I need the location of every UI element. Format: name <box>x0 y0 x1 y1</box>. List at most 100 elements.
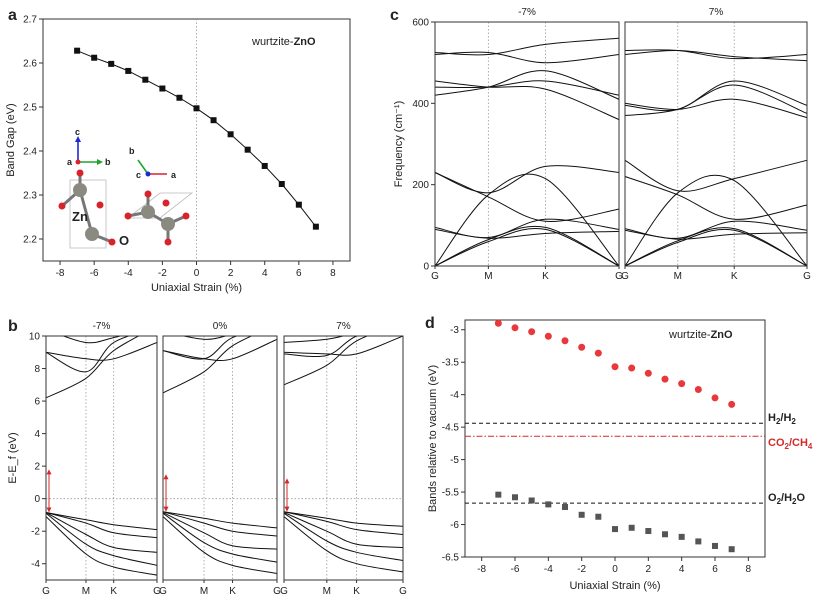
x-tick-label: -4 <box>124 268 133 279</box>
band-line <box>163 511 277 529</box>
o-atom <box>164 238 172 246</box>
y-tick-label: -4.5 <box>442 423 460 434</box>
kpoint-label: G <box>621 271 629 282</box>
y-tick-label: -3 <box>450 325 459 336</box>
axis-c2-dot <box>145 171 151 177</box>
kpoint-label: K <box>229 586 236 597</box>
panel-b: -4 -2 0 2 4 6 8 10 E-E_f (eV) -7% G M K G 0% G M K G 7% G M K G <box>7 321 407 597</box>
band-gap-point <box>210 117 217 124</box>
kpoint-label: G <box>273 586 281 597</box>
vbm-point <box>578 511 585 518</box>
kpoint-label: M <box>200 586 208 597</box>
y-tick-label: 400 <box>412 99 429 110</box>
reference-label-text: /CH <box>789 437 808 449</box>
reference-label-subscript: 4 <box>808 442 813 451</box>
cbm-point <box>578 343 586 351</box>
panel-d: wurtzite-ZnO -8 -6 -4 -2 0 2 4 6 8 -3 -3.5 -4 -4.5 -5… <box>427 319 813 592</box>
x-tick-label: -2 <box>158 268 167 279</box>
cbm-point <box>644 369 652 377</box>
y-axis-label: Frequency (cm⁻¹) <box>393 101 405 188</box>
x-tick-label: 0 <box>612 564 618 575</box>
zn-atom <box>85 227 99 241</box>
o-atom <box>96 201 104 209</box>
y-tick-label: 2 <box>34 462 40 473</box>
band-line <box>284 512 403 561</box>
reference-label: H2/H2 <box>768 412 796 426</box>
y-tick-label: -3.5 <box>442 358 460 369</box>
y-tick-label: -5 <box>450 455 459 466</box>
band-line <box>46 336 140 399</box>
zno-crystal-structure: c a b b c a Zn O <box>58 127 194 249</box>
band-line <box>46 342 157 361</box>
kpoint-label: G <box>399 586 407 597</box>
x-tick-label: -8 <box>477 564 486 575</box>
vbm-point <box>645 528 652 535</box>
band-line <box>163 511 277 537</box>
y-tick-label: 600 <box>412 18 429 29</box>
kpoint-label: G <box>159 586 167 597</box>
vbm-point <box>545 501 552 508</box>
subplot-frame <box>283 335 404 581</box>
phonon-branch <box>624 159 808 192</box>
cbm-point <box>511 324 519 332</box>
y-tick-label: 200 <box>412 180 429 191</box>
band-gap-point <box>193 105 200 112</box>
phonon-branch <box>434 80 620 121</box>
band-line <box>163 516 277 574</box>
kpoint-label: G <box>42 586 50 597</box>
vbm-point <box>628 524 635 531</box>
band-line <box>163 336 253 394</box>
band-line <box>284 336 359 358</box>
vbm-point <box>562 504 568 511</box>
panel-a-annotation: wurtzite-ZnO <box>251 36 316 48</box>
y-tick-label: 8 <box>34 364 40 375</box>
subplot-frame <box>162 335 278 581</box>
cbm-point <box>628 364 636 372</box>
phonon-branch <box>624 229 808 240</box>
axis-a-label: a <box>67 157 73 167</box>
panel-a: wurtzite-ZnO c a b b c a <box>5 15 351 294</box>
phonon-branch <box>434 228 620 239</box>
band-structure-1: 0% G M K G <box>159 321 281 597</box>
band-gap-arrowhead <box>163 506 169 512</box>
reference-label-text: /H <box>780 412 791 424</box>
phonon-branch <box>624 84 808 116</box>
o-atom <box>58 202 66 210</box>
band-line <box>46 512 157 566</box>
axis-c-label: c <box>75 127 80 137</box>
band-gap-point <box>74 47 81 54</box>
band-line <box>284 511 403 535</box>
y-tick-label: -6 <box>450 520 459 531</box>
kpoint-label: M <box>674 271 682 282</box>
vbm-point <box>662 531 668 538</box>
phonon-branch <box>624 174 808 267</box>
zn-label: Zn <box>72 209 88 224</box>
strain-title: 0% <box>213 321 228 332</box>
y-tick-label: -6.5 <box>442 553 460 564</box>
cbm-point <box>661 375 669 383</box>
phonon-branch <box>624 176 808 220</box>
band-line <box>46 336 131 373</box>
band-gap-arrowhead <box>46 469 52 475</box>
subplot-frame <box>45 335 158 581</box>
subplot-frame <box>434 21 620 267</box>
reference-label-text: CO <box>768 437 785 449</box>
reference-label-text: O <box>796 492 805 504</box>
y-tick-label: 2.2 <box>23 235 37 246</box>
panel-label-a: a <box>8 7 17 24</box>
y-tick-label: 2.3 <box>23 191 37 202</box>
band-line <box>163 338 277 362</box>
y-tick-label: 10 <box>29 332 41 343</box>
phonon-branch <box>624 228 808 267</box>
band-line <box>46 512 157 553</box>
vbm-point <box>612 526 618 533</box>
band-line <box>163 512 277 563</box>
cbm-point <box>678 380 686 388</box>
zn-atom <box>161 217 175 231</box>
axis-b2-label: b <box>129 146 135 156</box>
phonon-branch <box>624 49 808 62</box>
phonon-branch <box>434 172 620 222</box>
x-tick-label: 4 <box>679 564 685 575</box>
reference-label-subscript: 2 <box>792 497 797 506</box>
band-gap-point <box>295 201 302 208</box>
